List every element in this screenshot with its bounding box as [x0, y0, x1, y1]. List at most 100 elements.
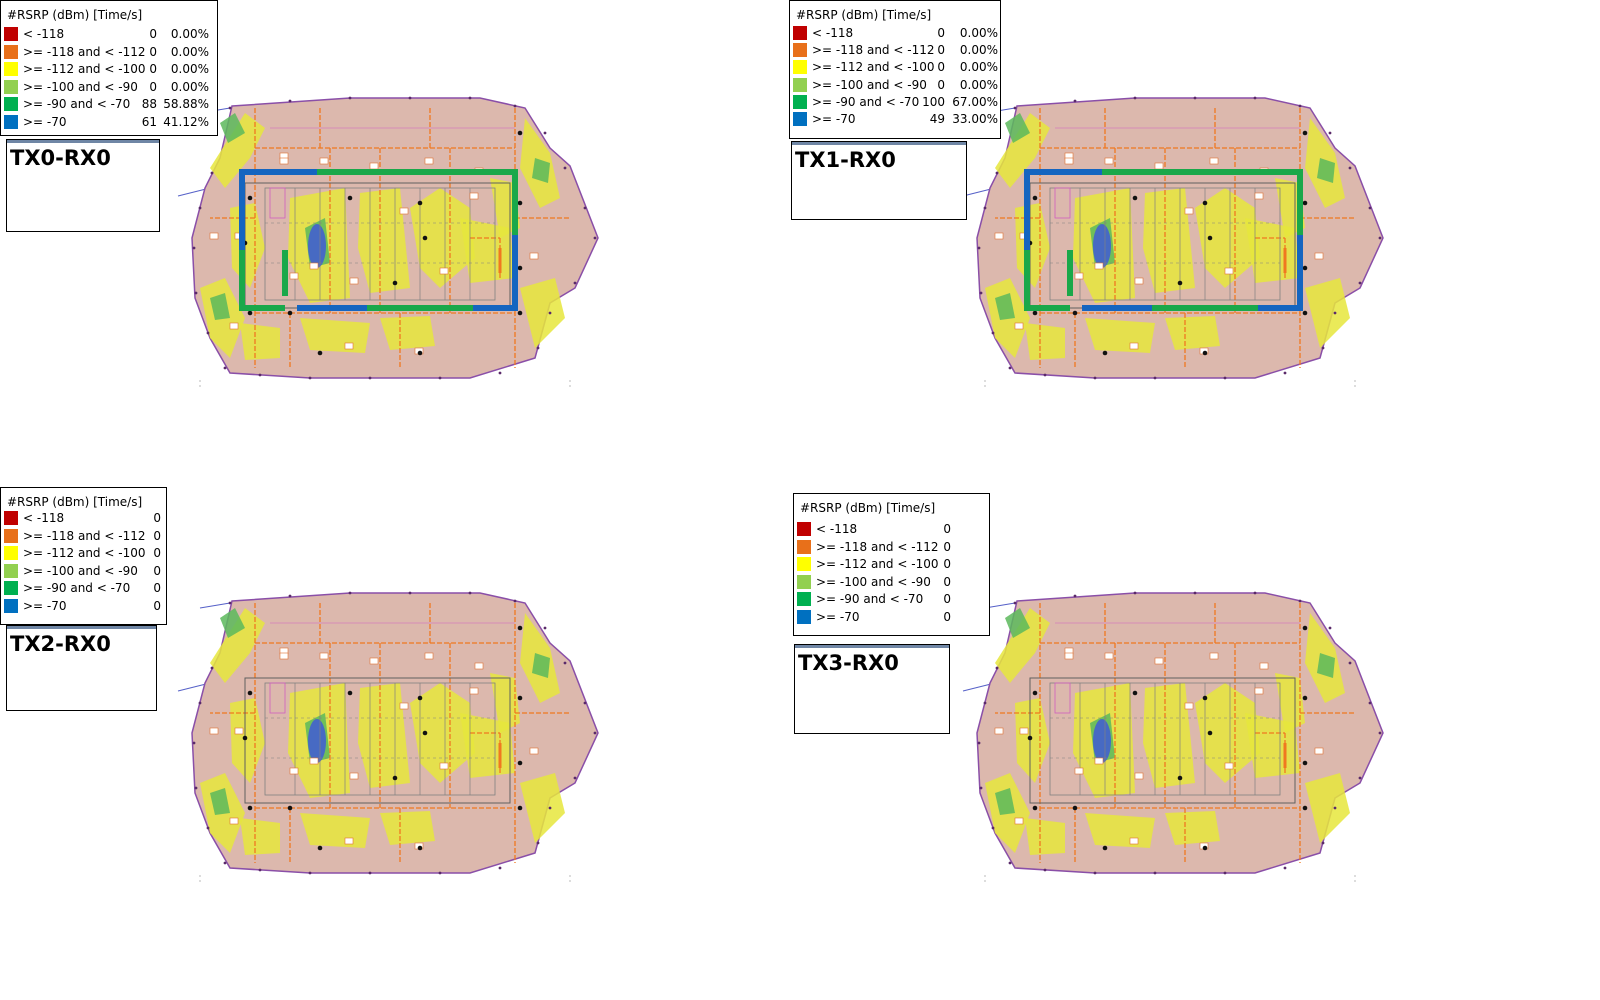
- access-point-marker: [517, 265, 523, 271]
- access-point-marker: [517, 310, 523, 316]
- legend-swatch: [4, 79, 18, 94]
- legend-swatch: [4, 97, 18, 111]
- legend-row: < -118 0: [1, 510, 166, 528]
- perimeter-marker: [223, 861, 227, 865]
- perimeter-marker: [513, 104, 517, 108]
- annotation-tag: [1154, 657, 1164, 665]
- rsrp-legend: #RSRP (dBm) [Time/s] < -118 0 >= -118 and …: [0, 487, 167, 625]
- access-point-marker: [1032, 690, 1038, 696]
- annotation-tag: [1014, 817, 1024, 825]
- legend-swatch: [797, 592, 811, 606]
- coverage-area-medium: [532, 158, 550, 183]
- legend-bin-label: >= -118 and < -112: [816, 539, 939, 554]
- perimeter-marker: [1093, 376, 1097, 380]
- legend-title: #RSRP (dBm) [Time/s]: [7, 8, 143, 22]
- access-point-marker: [247, 805, 253, 811]
- legend-row: >= -118 and < -112 0: [794, 539, 989, 557]
- coverage-area-weak: [995, 113, 1050, 188]
- room-outline: [1054, 187, 1071, 219]
- legend-swatch: [797, 557, 811, 571]
- annotation-tag: [209, 232, 219, 240]
- coverage-area-weak: [210, 608, 265, 683]
- annotation-tag: [439, 762, 449, 770]
- coverage-area-weak: [1143, 188, 1195, 293]
- annotation-tag: [994, 232, 1004, 240]
- legend-percent: 33.00%: [952, 112, 998, 126]
- access-point-marker: [1207, 235, 1213, 241]
- perimeter-marker: [1328, 626, 1332, 630]
- legend-bin-label: >= -118 and < -112: [812, 43, 935, 58]
- legend-row: >= -112 and < -100 0 0.00%: [1, 61, 217, 79]
- legend-bin-label: >= -100 and < -90: [816, 574, 931, 589]
- legend-row: >= -90 and < -70 0: [1, 580, 166, 598]
- annotation-tag: [1224, 267, 1234, 275]
- legend-bin-label: >= -90 and < -70: [23, 581, 131, 595]
- access-point-marker: [247, 690, 253, 696]
- room-outline: [269, 187, 286, 219]
- panel-label-box: TX0-RX0: [6, 139, 160, 232]
- drive-test-route: [239, 250, 285, 311]
- legend-percent: 0.00%: [170, 79, 209, 94]
- legend-bin-label: < -118: [816, 522, 858, 536]
- annotation-tag: [1019, 727, 1029, 735]
- access-point-marker: [247, 195, 253, 201]
- annotation-tag: [1104, 157, 1114, 165]
- perimeter-marker: [1043, 373, 1047, 377]
- perimeter-marker: [1013, 601, 1017, 605]
- legend-count: 0: [943, 539, 951, 554]
- annotation-tag: [1094, 757, 1104, 765]
- annotation-tag: [279, 157, 289, 165]
- perimeter-marker: [368, 376, 372, 380]
- annotation-tag: [309, 262, 319, 270]
- annotation-tag: [1184, 702, 1194, 710]
- legend-count: 100: [922, 94, 945, 109]
- perimeter-marker: [548, 311, 552, 315]
- coverage-area-weak: [995, 608, 1050, 683]
- perimeter-marker: [1348, 166, 1352, 170]
- coverage-area-weak: [1305, 278, 1350, 348]
- legend-count: 88: [141, 97, 157, 111]
- annotation-tag: [289, 767, 299, 775]
- legend-bin-label: >= -100 and < -90: [23, 563, 138, 578]
- legend-row: >= -70 49 33.00%: [790, 111, 1000, 129]
- legend-count: 0: [153, 598, 161, 613]
- access-point-marker: [1302, 265, 1308, 271]
- perimeter-marker: [192, 246, 196, 250]
- panel-title: TX1-RX0: [795, 148, 896, 172]
- access-point-marker: [422, 730, 428, 736]
- access-point-marker: [1302, 130, 1308, 136]
- legend-row: < -118 0: [794, 521, 989, 539]
- legend-percent: 58.88%: [163, 97, 209, 111]
- legend-percent: 0.00%: [170, 44, 209, 59]
- perimeter-marker: [979, 786, 983, 790]
- access-point-marker: [392, 280, 398, 286]
- coverage-map: [177, 591, 599, 883]
- access-point-marker: [347, 690, 353, 696]
- annotation-tag: [399, 207, 409, 215]
- annotation-tag: [399, 702, 409, 710]
- coverage-area-strong: [1093, 719, 1111, 763]
- legend-bin-label: >= -112 and < -100: [23, 546, 146, 560]
- legend-swatch: [793, 77, 807, 92]
- coverage-area-weak: [380, 811, 435, 845]
- access-point-marker: [1102, 845, 1108, 851]
- annotation-tag: [1209, 157, 1219, 165]
- legend-count: 0: [149, 27, 157, 41]
- access-point-marker: [1032, 310, 1038, 316]
- perimeter-marker: [583, 701, 587, 705]
- legend-count: 0: [937, 26, 945, 40]
- coverage-area-weak: [380, 316, 435, 350]
- access-point-marker: [417, 200, 423, 206]
- annotation-tag: [344, 837, 354, 845]
- annotation-tag: [1314, 747, 1324, 755]
- perimeter-marker: [573, 776, 577, 780]
- perimeter-marker: [1298, 599, 1302, 603]
- coverage-area-weak: [490, 673, 520, 733]
- legend-title: #RSRP (dBm) [Time/s]: [7, 495, 143, 509]
- legend-row: >= -112 and < -100 0 0.00%: [790, 59, 1000, 77]
- panel-label-box: TX2-RX0: [6, 625, 157, 711]
- coverage-area-strong: [308, 224, 326, 268]
- legend-row: >= -90 and < -70 0: [794, 591, 989, 609]
- perimeter-marker: [543, 626, 547, 630]
- annotation-tag: [424, 652, 434, 660]
